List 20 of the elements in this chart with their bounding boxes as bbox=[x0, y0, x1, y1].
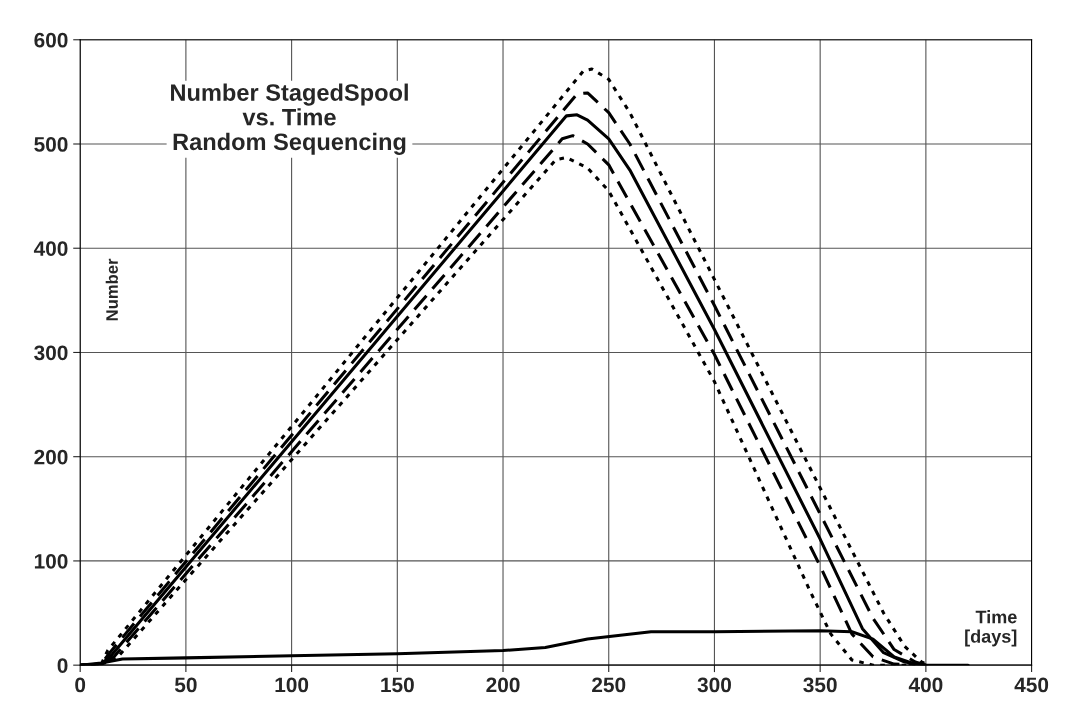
y-tick-label: 200 bbox=[34, 449, 68, 465]
y-tick-label: 500 bbox=[34, 137, 68, 152]
x-tick-label: 50 bbox=[174, 677, 197, 693]
x-tick-label: 350 bbox=[803, 677, 837, 693]
x-tick-label: 150 bbox=[381, 677, 414, 693]
x-tick-label: 200 bbox=[486, 677, 520, 693]
x-tick-label: 100 bbox=[275, 677, 309, 693]
x-axis-title: Time [days] bbox=[965, 610, 1017, 647]
x-tick-label: 400 bbox=[908, 677, 943, 693]
y-tick-label: 300 bbox=[34, 345, 68, 361]
text: Number StagedSpool vs. Time Random Sequencing bbox=[171, 83, 408, 155]
x-tick-label: 300 bbox=[697, 677, 731, 693]
y-tick-label: 100 bbox=[34, 553, 68, 569]
y-axis-title: Number bbox=[105, 258, 118, 321]
x-tick-label: 250 bbox=[592, 677, 626, 693]
y-tick-label: 600 bbox=[34, 32, 68, 48]
x-tick-label: 450 bbox=[1014, 677, 1049, 693]
x-tick-label: 0 bbox=[75, 677, 86, 693]
y-tick-label: 0 bbox=[57, 658, 68, 673]
y-tick-label: 400 bbox=[33, 241, 68, 256]
